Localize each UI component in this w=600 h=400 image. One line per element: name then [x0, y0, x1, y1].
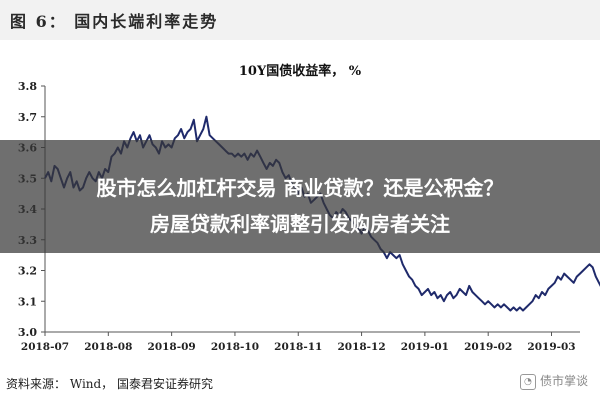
- source-note: 资料来源： Wind， 国泰君安证券研究: [6, 377, 214, 391]
- overlay-subheadline: 房屋贷款利率调整引发购房者关注: [150, 212, 450, 236]
- x-tick-label: 2018-07: [21, 341, 69, 353]
- chat-bubble-icon: ◔: [519, 373, 536, 390]
- x-tick-label: 2018-12: [337, 341, 385, 353]
- chart-title: 10Y国债收益率， %: [238, 64, 362, 79]
- x-tick-label: 2019-03: [527, 341, 575, 353]
- y-tick-label: 3.0: [18, 326, 37, 339]
- overlay-headline: 股市怎么加杠杆交易 商业贷款？还是公积金？: [96, 176, 504, 200]
- y-tick-label: 3.8: [18, 80, 37, 93]
- figure-header: 图 6： 国内长端利率走势: [0, 0, 600, 40]
- y-tick-label: 3.7: [18, 111, 37, 124]
- watermark-label: 债市掌谈: [539, 374, 588, 388]
- overlay-banner: [0, 140, 600, 253]
- x-tick-label: 2019-02: [464, 341, 512, 353]
- watermark: ◔ 债市掌谈: [519, 372, 588, 390]
- x-tick-label: 2019-01: [401, 341, 449, 353]
- x-tick-label: 2018-11: [274, 341, 322, 353]
- y-tick-label: 3.1: [18, 295, 37, 308]
- x-tick-label: 2018-08: [84, 341, 132, 353]
- x-tick-label: 2018-09: [148, 341, 196, 353]
- y-tick-label: 3.2: [18, 265, 37, 278]
- x-tick-label: 2018-10: [211, 341, 259, 353]
- figure-title: 图 6： 国内长端利率走势: [10, 12, 219, 31]
